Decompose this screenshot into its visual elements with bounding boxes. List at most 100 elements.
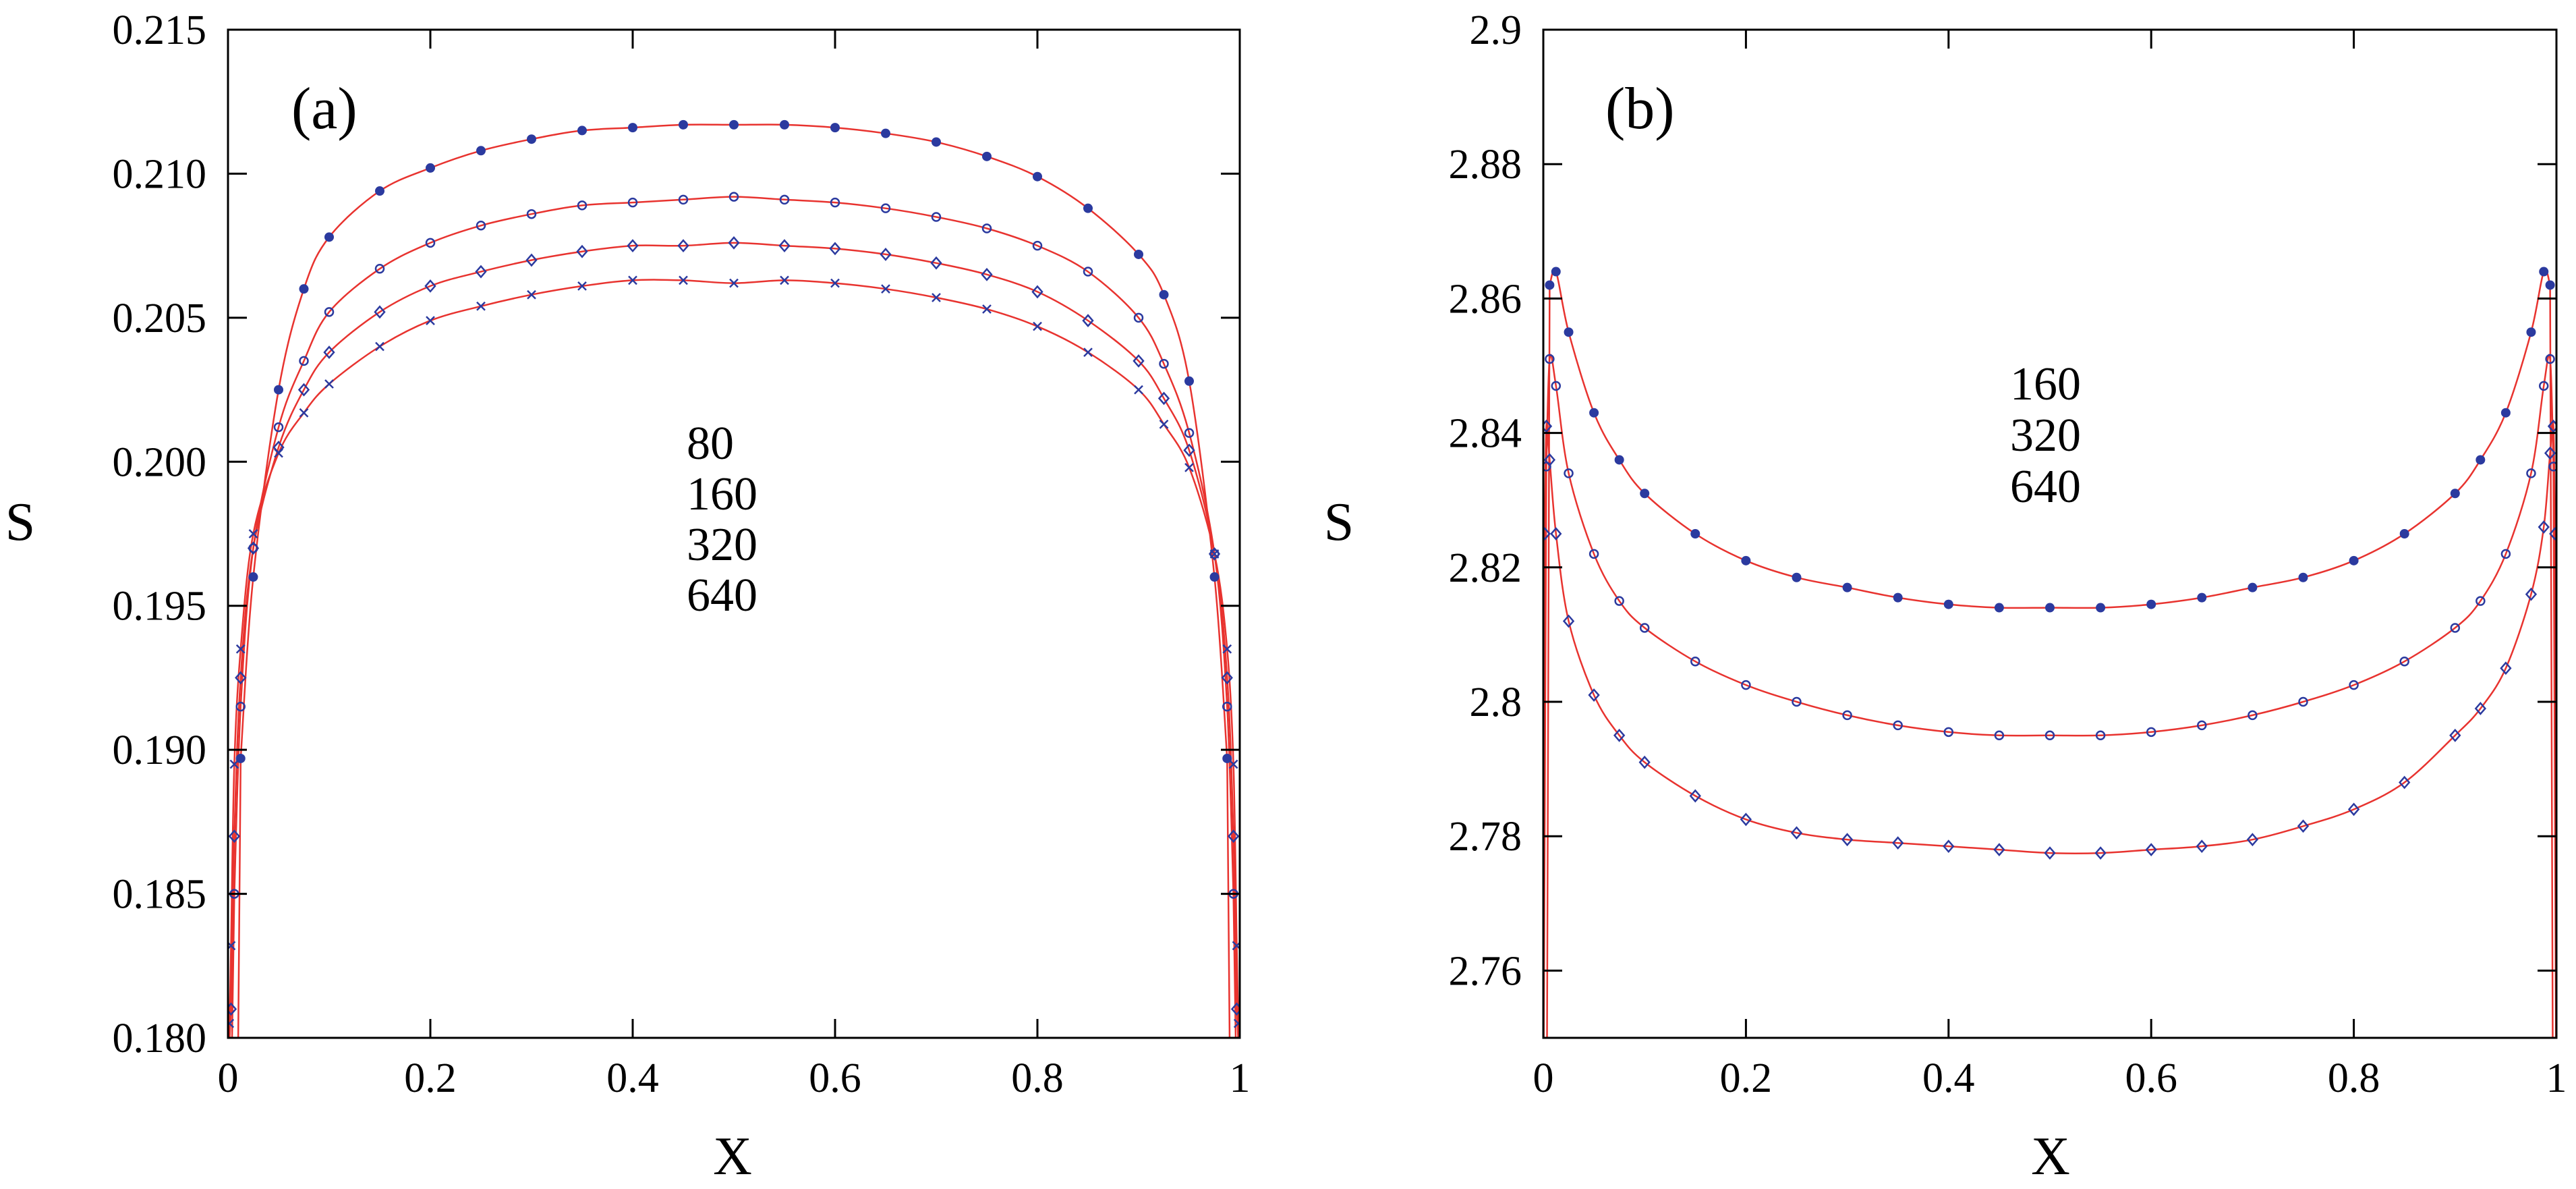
data-point-80 [1159, 289, 1169, 300]
data-point-320 [1741, 680, 1751, 690]
data-point-160 [1893, 592, 1903, 603]
data-point-640 [1613, 728, 1626, 742]
data-point-80 [1134, 249, 1143, 259]
data-point-320 [2475, 596, 2486, 606]
data-point-160 [2248, 582, 2258, 592]
data-point-160 [1564, 327, 1574, 337]
data-point-640 [1033, 321, 1042, 331]
data-point-320 [2349, 680, 2359, 690]
data-point-320 [829, 242, 841, 256]
data-point-320 [2248, 710, 2258, 721]
x-tick-label: 0.8 [2328, 1055, 2380, 1101]
data-point-640 [1892, 836, 1904, 850]
data-point-80 [1184, 376, 1194, 386]
data-point-640 [830, 278, 840, 288]
x-axis-label-b: X [2031, 1127, 2070, 1186]
data-point-640 [1543, 419, 1553, 433]
data-point-80 [577, 126, 587, 136]
data-point-320 [1639, 623, 1650, 633]
data-point-640 [2145, 843, 2157, 857]
fit-curve-320 [229, 242, 1239, 1038]
data-point-320 [576, 244, 588, 258]
data-point-320 [424, 279, 436, 293]
data-point-640 [1638, 755, 1651, 769]
data-point-640 [2538, 520, 2550, 534]
x-axis-label-a: X [713, 1127, 752, 1186]
data-point-160 [830, 197, 840, 208]
data-point-640 [1543, 453, 1556, 467]
data-point-160 [1792, 572, 1802, 582]
data-point-80 [527, 134, 536, 144]
data-point-160 [1222, 701, 1232, 712]
data-point-640 [2474, 702, 2487, 715]
data-point-80 [426, 163, 435, 173]
axis-ticks-a [227, 28, 1241, 1039]
panel-label-a: (a) [291, 76, 357, 142]
y-tick-label: 0.210 [113, 151, 207, 197]
data-point-160 [678, 194, 689, 205]
data-point-160 [476, 221, 486, 231]
data-point-320 [228, 829, 241, 844]
data-point-640 [1184, 462, 1194, 472]
data-point-80 [274, 385, 283, 395]
panel-label-b: (b) [1605, 76, 1675, 142]
y-tick-label: 2.82 [1449, 545, 1522, 591]
data-point-640 [324, 379, 334, 389]
fit-curve-160 [231, 196, 1237, 1038]
data-point-320 [2538, 381, 2549, 391]
data-point-320 [1943, 727, 1954, 738]
data-point-80 [1033, 171, 1042, 182]
legend-a: 80 160 320 640 [687, 418, 757, 621]
y-tick-label: 0.185 [113, 872, 207, 918]
data-point-640 [1790, 826, 1803, 840]
data-point-160 [1614, 455, 1624, 465]
data-point-320 [235, 671, 247, 685]
y-tick-label: 0.190 [113, 727, 207, 773]
data-point-160 [577, 200, 588, 211]
data-point-640 [1228, 759, 1238, 769]
data-point-320 [1157, 391, 1170, 406]
data-point-320 [2146, 727, 2156, 738]
data-point-320 [2298, 696, 2308, 707]
data-point-640 [577, 281, 587, 291]
data-point-640 [248, 529, 258, 538]
data-point-320 [1564, 468, 1574, 478]
data-point-160 [235, 701, 246, 712]
data-point-320 [2450, 623, 2461, 633]
data-point-320 [1614, 596, 1624, 606]
data-point-320 [247, 541, 260, 555]
data-point-160 [1589, 408, 1599, 418]
data-point-640 [229, 759, 239, 769]
data-point-640 [729, 278, 739, 288]
data-point-160 [2298, 572, 2308, 582]
plot-frame-a [227, 28, 1241, 1039]
data-point-320 [475, 265, 487, 279]
y-tick-label: 2.76 [1449, 948, 1522, 994]
y-axis-label-a: S [5, 493, 36, 552]
data-point-320 [525, 253, 538, 267]
data-point-640 [476, 301, 486, 311]
fit-curve-320 [1543, 354, 2556, 1038]
data-point-160 [1994, 603, 2004, 613]
data-point-320 [1133, 354, 1145, 368]
data-point-320 [1082, 314, 1094, 328]
data-point-80 [299, 284, 309, 294]
data-point-640 [299, 408, 309, 418]
data-point-640 [228, 1018, 235, 1028]
data-point-320 [1690, 656, 1700, 667]
data-point-320 [2548, 462, 2556, 472]
data-point-320 [2197, 720, 2207, 731]
legend-b: 160 320 640 [2010, 358, 2081, 513]
x-tick-label: 1 [2546, 1055, 2567, 1101]
data-point-160 [1551, 267, 1561, 277]
data-markers-b [1543, 267, 2556, 860]
data-point-640 [982, 304, 992, 314]
data-point-80 [248, 572, 258, 582]
data-point-640 [1689, 789, 1701, 803]
legend-label-160: 160 [2010, 358, 2081, 410]
y-tick-label: 2.8 [1470, 680, 1522, 725]
data-point-640 [2094, 846, 2107, 860]
data-point-160 [273, 422, 284, 433]
data-point-320 [880, 248, 892, 261]
data-point-640 [1993, 843, 2005, 857]
